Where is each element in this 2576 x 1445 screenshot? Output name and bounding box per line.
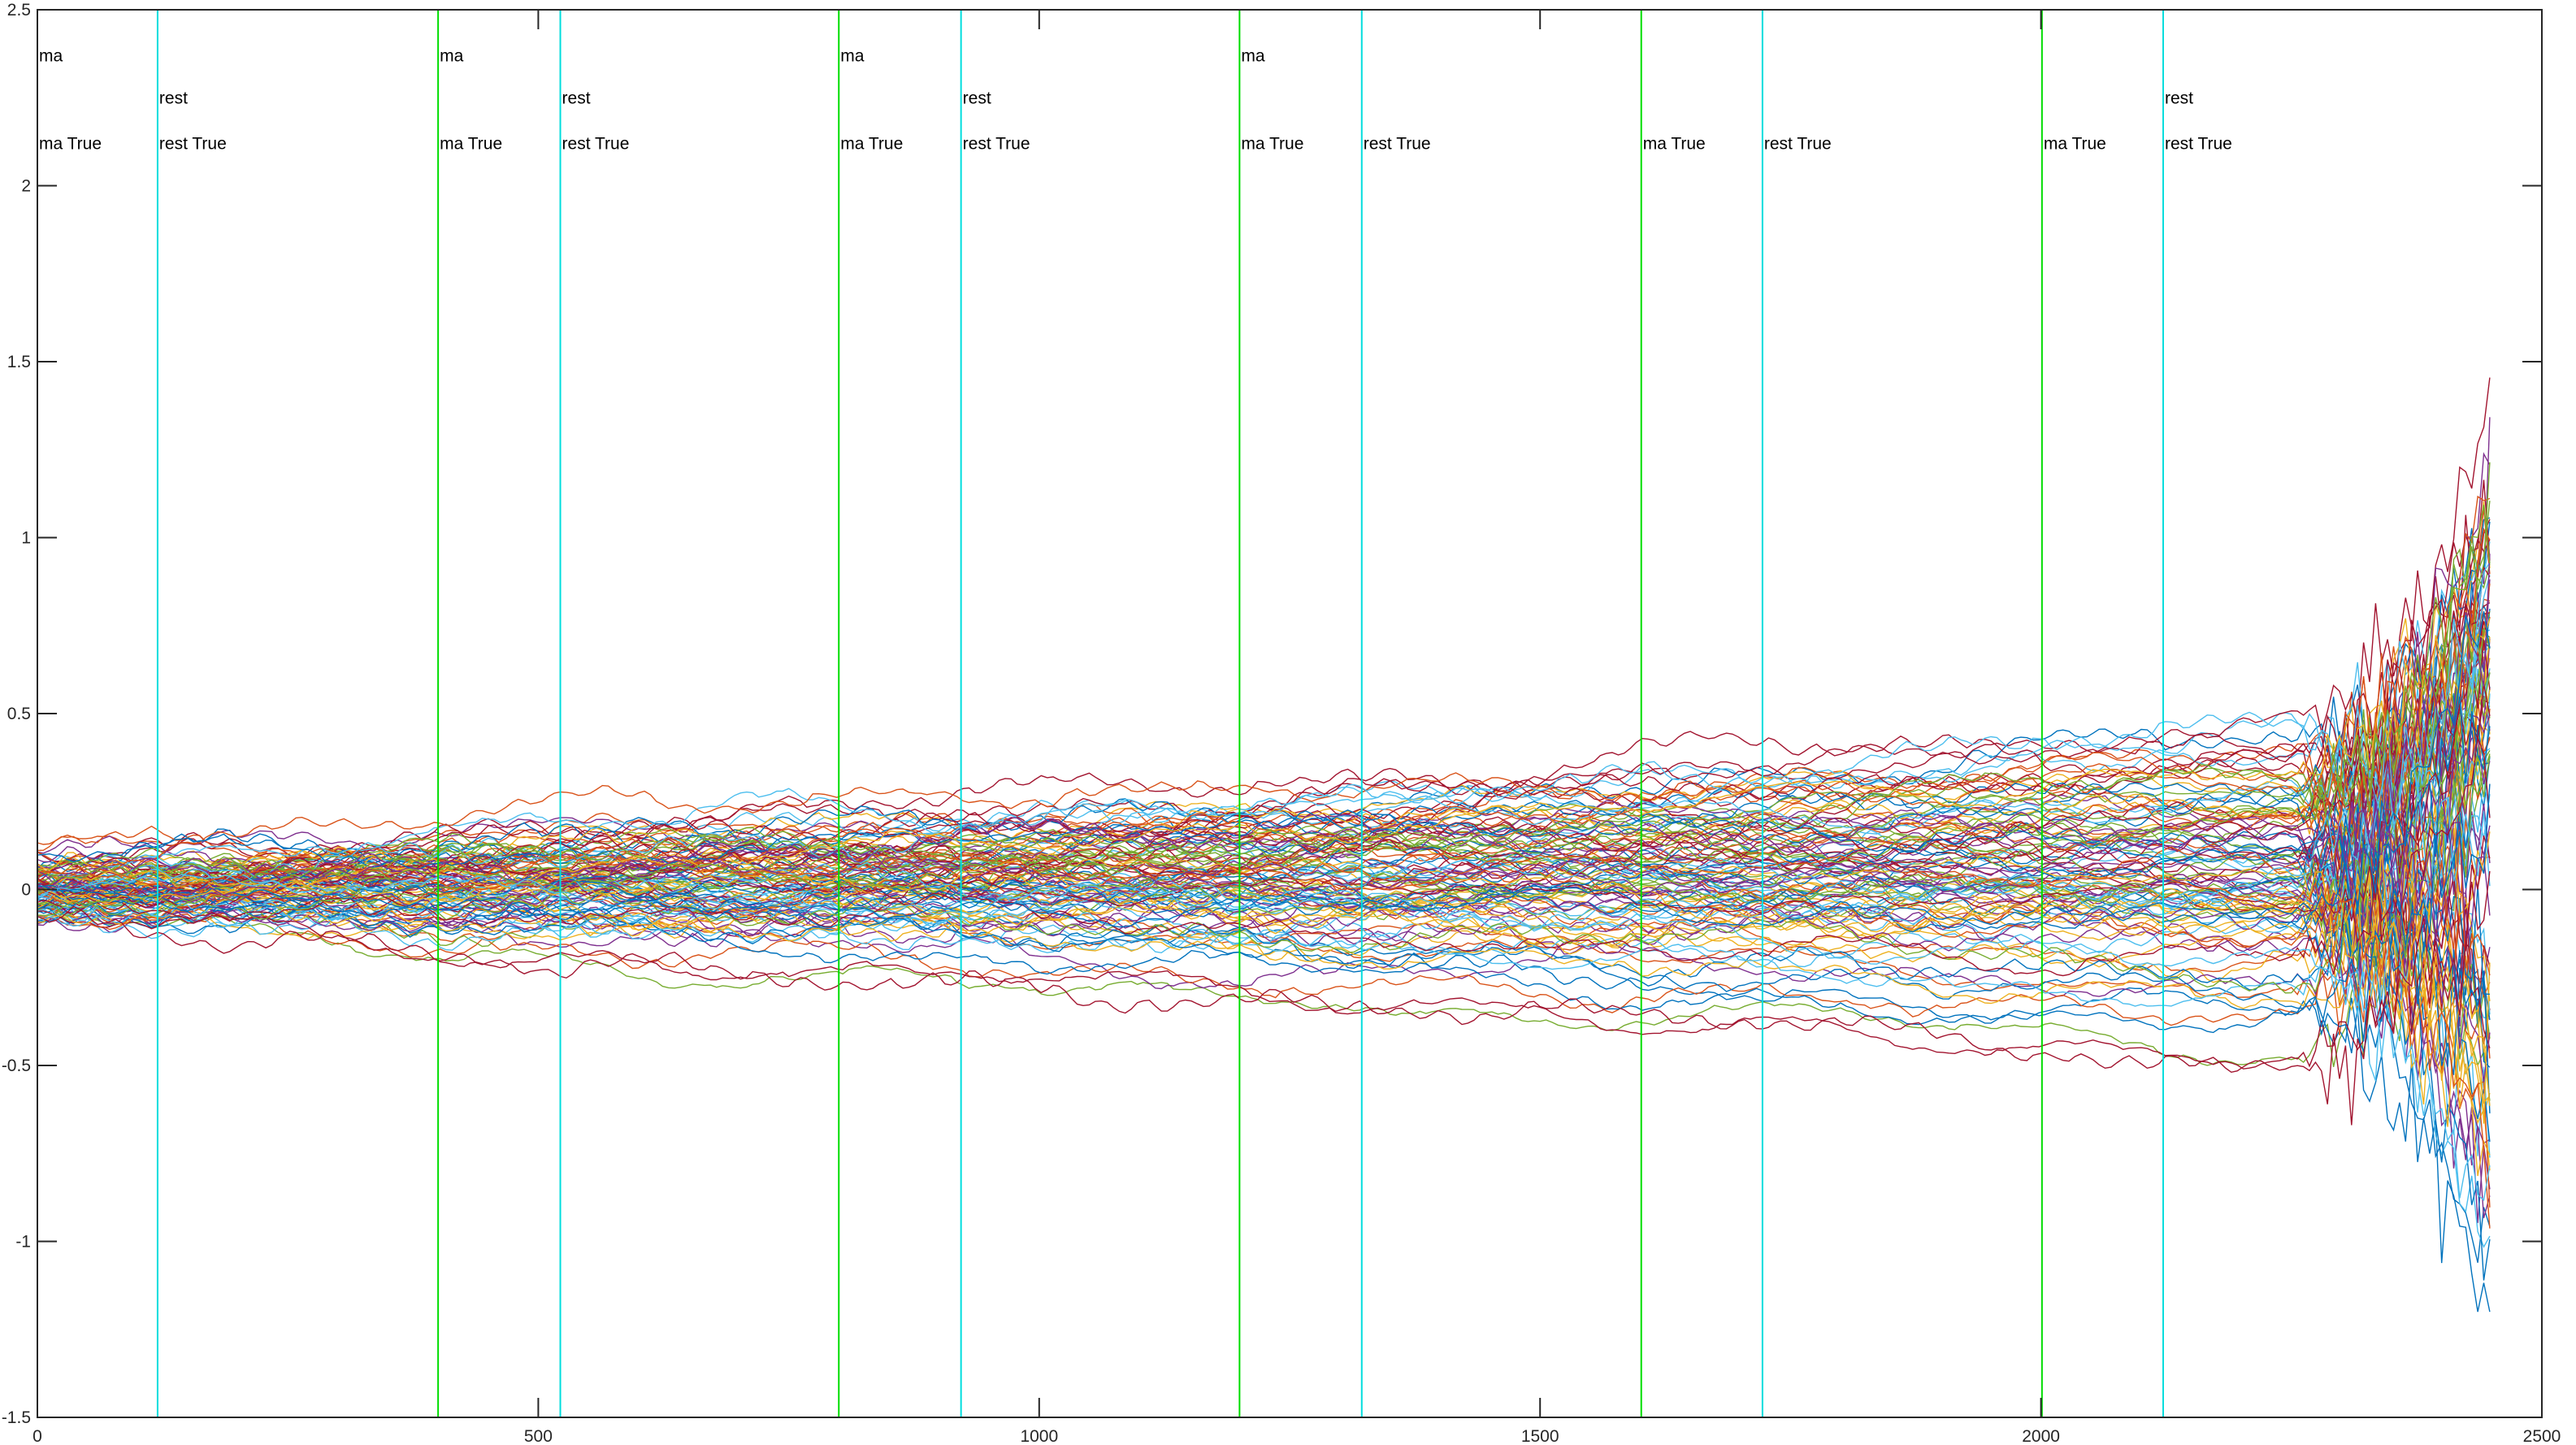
- event-label: ma: [840, 46, 864, 65]
- series-line: [37, 883, 2491, 1281]
- event-label: rest True: [562, 135, 630, 154]
- series-line: [37, 847, 2491, 1113]
- y-tick-label: 0.5: [7, 705, 31, 723]
- event-label: rest: [963, 89, 991, 107]
- event-label: ma True: [39, 135, 102, 154]
- y-tick-label: 2: [21, 177, 31, 196]
- series-line: [37, 627, 2491, 913]
- y-tick-label: 1.5: [7, 353, 31, 371]
- series-line: [37, 514, 2491, 883]
- series-line: [37, 864, 2491, 1124]
- x-tick-label: 1500: [1521, 1427, 1559, 1445]
- event-label: ma True: [2044, 135, 2106, 154]
- y-tick-label: 0: [21, 881, 31, 900]
- event-label: ma: [440, 46, 463, 65]
- event-label: ma: [1241, 46, 1264, 65]
- series-line: [37, 712, 2491, 976]
- series-line: [37, 747, 2491, 909]
- series-line: [37, 737, 2491, 977]
- y-tick-label: -0.5: [2, 1057, 31, 1075]
- y-tick-label: 2.5: [7, 1, 31, 20]
- x-tick-label: 1000: [1020, 1427, 1058, 1445]
- series-line: [37, 537, 2491, 881]
- series-line: [37, 553, 2491, 897]
- series-line: [37, 696, 2491, 906]
- event-lines: ma ma True rest rest True ma ma True rest rest …: [37, 10, 2232, 1417]
- series-line: [37, 874, 2491, 1201]
- series-line: [37, 462, 2491, 892]
- event-label: ma True: [840, 135, 903, 154]
- event-label: ma True: [1241, 135, 1303, 154]
- series-line: [37, 636, 2491, 941]
- series-line: [37, 783, 2491, 1042]
- series-line: [37, 835, 2491, 1070]
- series-line: [37, 712, 2491, 1015]
- series-line: [37, 505, 2491, 920]
- series-line: [37, 881, 2491, 1177]
- series-line: [37, 835, 2491, 1218]
- series-line: [37, 777, 2491, 953]
- event-label: ma True: [440, 135, 502, 154]
- event-label: ma True: [1643, 135, 1706, 154]
- series-line: [37, 527, 2491, 879]
- series-line: [37, 819, 2491, 1035]
- y-tick-label: 1: [21, 529, 31, 548]
- series-line: [37, 610, 2491, 931]
- series-line: [37, 562, 2491, 927]
- y-tick-label: -1: [15, 1233, 31, 1252]
- x-tick-label: 0: [33, 1427, 42, 1445]
- event-label: rest: [562, 89, 591, 107]
- event-label: rest True: [159, 135, 227, 154]
- event-label: rest True: [963, 135, 1030, 154]
- event-label: rest True: [1364, 135, 1431, 154]
- series-layer: [37, 377, 2491, 1313]
- series-line: [37, 689, 2491, 947]
- series-line: [37, 634, 2491, 914]
- event-label: rest: [2165, 89, 2193, 107]
- x-tick-label: 500: [524, 1427, 553, 1445]
- series-line: [37, 582, 2491, 900]
- series-line: [37, 870, 2491, 1126]
- series-line: [37, 811, 2491, 1083]
- y-tick-label: -1.5: [2, 1408, 31, 1427]
- event-label: ma: [39, 46, 63, 65]
- series-line: [37, 795, 2491, 943]
- event-label: rest: [159, 89, 188, 107]
- x-tick-label: 2000: [2022, 1427, 2060, 1445]
- series-line: [37, 566, 2491, 916]
- x-tick-label: 2500: [2523, 1427, 2561, 1445]
- series-line: [37, 854, 2491, 1229]
- event-label: rest True: [1764, 135, 1832, 154]
- series-line: [37, 501, 2491, 908]
- series-line: [37, 827, 2491, 959]
- event-label: rest True: [2165, 135, 2232, 154]
- series-line: [37, 377, 2491, 870]
- series-line: [37, 736, 2491, 999]
- series-line: [37, 753, 2491, 1067]
- series-line: [37, 695, 2491, 1001]
- series-line: [37, 724, 2491, 991]
- series-line: [37, 616, 2491, 861]
